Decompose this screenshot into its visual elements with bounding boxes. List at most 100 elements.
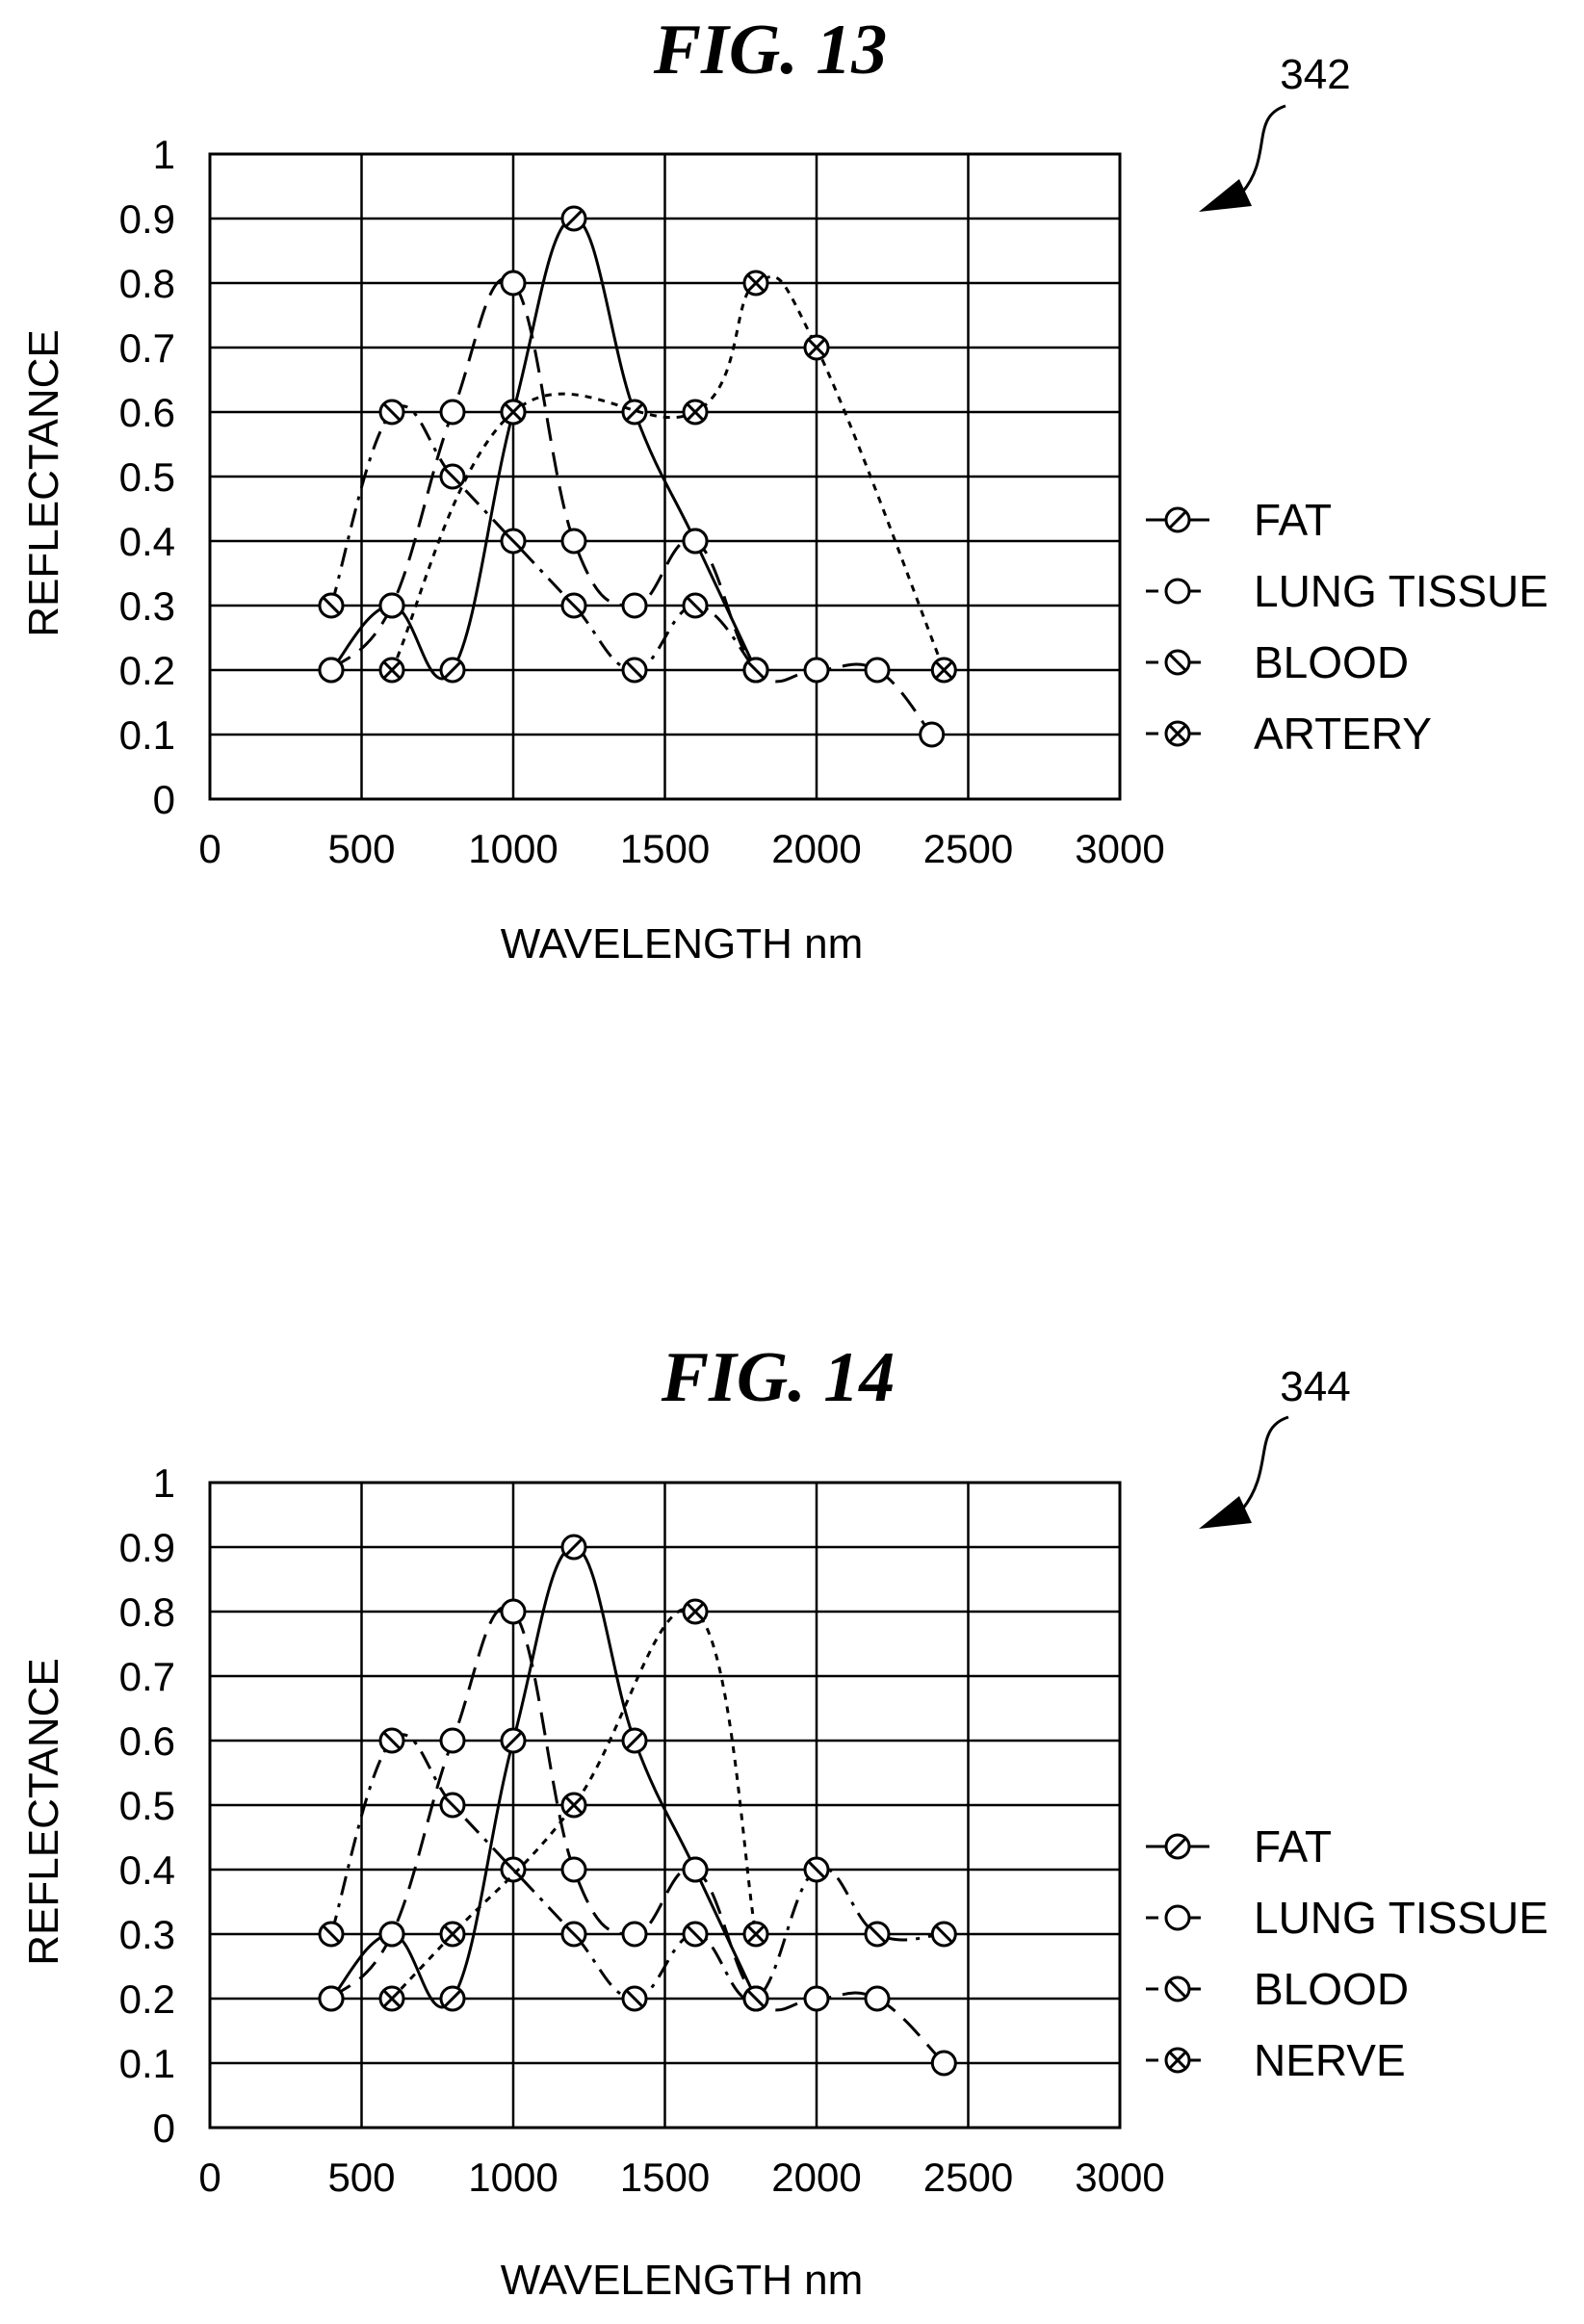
- legend-label: FAT: [1254, 1821, 1332, 1872]
- legend-item-lung-tissue: LUNG TISSUE: [1146, 1893, 1548, 1943]
- plot-grid: [208, 1481, 1122, 2130]
- data-point-lung-tissue: [500, 270, 527, 297]
- figure-title: FIG. 13: [653, 11, 888, 90]
- data-point-fat: [621, 1727, 648, 1754]
- data-point-lung-tissue: [500, 1598, 527, 1625]
- legend-item-nerve: NERVE: [1146, 2035, 1406, 2085]
- data-point-lung-tissue: [560, 528, 587, 555]
- legend-item-lung-tissue: LUNG TISSUE: [1146, 566, 1548, 616]
- y-tick-label: 0.3: [119, 1912, 175, 1957]
- y-tick-label: 0.1: [119, 712, 175, 758]
- data-point-lung-tissue: [803, 1985, 830, 2012]
- series-line-nerve: [390, 1607, 758, 2001]
- x-tick-label: 1000: [468, 826, 558, 871]
- plot-frame: [208, 152, 1122, 801]
- data-point-lung-tissue: [378, 592, 405, 619]
- legend-label: BLOOD: [1254, 637, 1409, 687]
- data-point-lung-tissue: [864, 657, 891, 684]
- data-point-lung-tissue: [682, 1856, 709, 1883]
- y-axis-label: REFLECTANCE: [20, 329, 67, 636]
- x-tick-label: 2500: [923, 2155, 1013, 2200]
- x-tick-label: 3000: [1075, 826, 1164, 871]
- legend-item-fat: FAT: [1146, 1821, 1332, 1872]
- series-line-fat: [329, 217, 758, 681]
- plot-grid: [208, 152, 1122, 801]
- legend-marker: [1164, 1904, 1191, 1931]
- series-line-fat: [329, 1545, 758, 2009]
- data-point-blood: [560, 592, 587, 619]
- x-tick-label: 500: [327, 826, 395, 871]
- series-blood: [318, 1727, 957, 2012]
- data-point-blood: [803, 1856, 830, 1883]
- data-point-blood: [621, 657, 648, 684]
- y-tick-label: 0: [153, 2105, 175, 2151]
- y-tick-label: 0.1: [119, 2041, 175, 2086]
- data-point-lung-tissue: [682, 528, 709, 555]
- y-tick-label: 0.9: [119, 1525, 175, 1570]
- data-point-lung-tissue: [439, 399, 466, 426]
- y-tick-label: 0.2: [119, 1976, 175, 2022]
- y-tick-label: 1: [153, 1460, 175, 1506]
- x-axis-label: WAVELENGTH nm: [501, 920, 864, 968]
- data-point-nerve: [560, 1792, 587, 1819]
- legend-label: ARTERY: [1254, 709, 1432, 759]
- series-nerve: [378, 1598, 769, 2012]
- legend-label: BLOOD: [1254, 1964, 1409, 2014]
- data-point-lung-tissue: [318, 1985, 345, 2012]
- y-tick-label: 0.5: [119, 1783, 175, 1828]
- x-tick-label: 2000: [771, 2155, 861, 2200]
- legend-label: FAT: [1254, 495, 1332, 545]
- legend-marker: [1164, 1975, 1191, 2002]
- data-point-blood: [439, 1792, 466, 1819]
- y-tick-label: 0.9: [119, 196, 175, 242]
- reference-arrow: [1199, 104, 1286, 212]
- y-tick-label: 0.7: [119, 1654, 175, 1699]
- data-point-artery: [378, 657, 405, 684]
- data-point-blood: [378, 1727, 405, 1754]
- data-point-artery: [742, 270, 769, 297]
- legend-item-artery: ARTERY: [1146, 709, 1432, 759]
- legend: FAT LUNG TISSUE BLOOD ARTERY: [1146, 495, 1548, 759]
- data-point-lung-tissue: [930, 2050, 957, 2077]
- series-line-blood: [329, 1733, 945, 2001]
- y-tick-label: 0.2: [119, 648, 175, 693]
- data-point-fat: [500, 1727, 527, 1754]
- data-point-blood: [742, 657, 769, 684]
- data-point-lung-tissue: [560, 1856, 587, 1883]
- x-tick-label: 500: [327, 2155, 395, 2200]
- y-tick-label: 0: [153, 777, 175, 822]
- data-point-artery: [500, 399, 527, 426]
- figure-title: FIG. 14: [661, 1338, 896, 1417]
- y-tick-label: 0.4: [119, 519, 175, 564]
- legend-item-blood: BLOOD: [1146, 1964, 1409, 2014]
- legend-marker: [1164, 506, 1191, 533]
- data-point-blood: [439, 463, 466, 490]
- x-tick-label: 0: [198, 826, 221, 871]
- series-blood: [318, 399, 769, 684]
- y-tick-label: 0.6: [119, 1718, 175, 1764]
- y-tick-label: 0.8: [119, 261, 175, 306]
- data-point-fat: [621, 399, 648, 426]
- data-point-blood: [742, 1985, 769, 2012]
- x-tick-label: 1500: [620, 826, 710, 871]
- data-point-blood: [378, 399, 405, 426]
- y-tick-label: 0.5: [119, 454, 175, 500]
- x-axis-label: WAVELENGTH nm: [501, 2257, 864, 2304]
- reference-number: 342: [1280, 51, 1350, 98]
- data-point-nerve: [378, 1985, 405, 2012]
- legend-marker: [1164, 720, 1191, 747]
- data-point-fat: [439, 657, 466, 684]
- data-point-nerve: [742, 1921, 769, 1948]
- data-point-lung-tissue: [621, 592, 648, 619]
- data-point-lung-tissue: [439, 1727, 466, 1754]
- data-point-blood: [682, 1921, 709, 1948]
- data-point-lung-tissue: [378, 1921, 405, 1948]
- x-tick-label: 3000: [1075, 2155, 1164, 2200]
- data-point-fat: [439, 1985, 466, 2012]
- data-point-blood: [682, 592, 709, 619]
- data-point-nerve: [682, 1598, 709, 1625]
- legend-label: LUNG TISSUE: [1254, 566, 1548, 616]
- x-tick-label: 1500: [620, 2155, 710, 2200]
- data-point-blood: [500, 1856, 527, 1883]
